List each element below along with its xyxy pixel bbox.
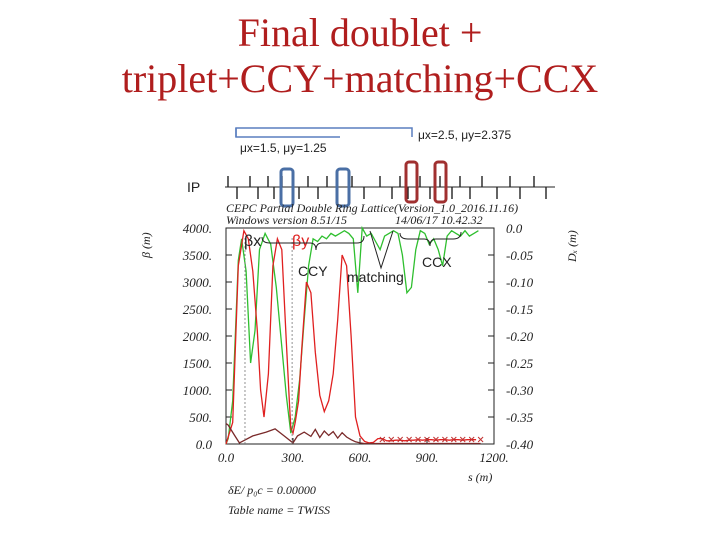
- y-left-tick-label: 1500.: [183, 356, 212, 371]
- dispersion-marker: [477, 436, 484, 443]
- dispersion-marker: [415, 436, 421, 443]
- y-right-tick-label: -0.15: [506, 302, 534, 317]
- y-axis-right-title: Dₓ (m): [565, 230, 579, 263]
- bracket-matching: [369, 230, 394, 270]
- x-tick-label: 900.: [416, 450, 439, 465]
- ip-label: IP: [187, 179, 200, 195]
- y-left-tick-label: 1000.: [183, 383, 212, 398]
- ccy-label: CCY: [298, 263, 328, 279]
- plot-footer-energy: δE/ p₀c = 0.00000: [228, 483, 316, 497]
- y-axis-left-title: β (m): [139, 232, 153, 259]
- title-line-1: Final doublet +: [237, 10, 483, 55]
- y-left-tick-label: 4000.: [183, 221, 212, 236]
- y-right-tick-label: -0.10: [506, 275, 534, 290]
- dispersion-marker: [397, 436, 404, 443]
- dispersion-marker: [424, 436, 430, 443]
- x-tick-label: 0.0: [218, 450, 235, 465]
- dispersion-marker: [442, 436, 448, 443]
- dispersion-marker: [388, 436, 395, 443]
- y-left-tick-label: 500.: [189, 410, 212, 425]
- bracket-ccy: [261, 235, 365, 251]
- y-right-tick-label: -0.05: [506, 248, 534, 263]
- plot-header-date: 14/06/17 10.42.32: [395, 213, 483, 227]
- y-right-tick-label: -0.30: [506, 383, 534, 398]
- x-tick-label: 1200.: [479, 450, 508, 465]
- highlight-magnet-blue: [279, 167, 295, 208]
- highlight-magnet-blue: [335, 167, 351, 208]
- legend-beta-y: βy: [292, 233, 309, 250]
- y-right-tick-label: -0.35: [506, 410, 534, 425]
- dispersion-marker: [459, 436, 466, 443]
- x-tick-label: 300.: [281, 450, 305, 465]
- ccx-label: CCX: [422, 254, 452, 270]
- mu-right-label: μx=2.5, μy=2.375: [418, 128, 512, 142]
- x-tick-label: 600.: [349, 450, 372, 465]
- bracket-left: [235, 128, 340, 138]
- bracket-right: [235, 127, 413, 137]
- title-line-2: triplet+CCY+matching+CCX: [121, 56, 599, 101]
- dispersion-marker: [450, 436, 457, 443]
- y-left-tick-label: 2000.: [183, 329, 212, 344]
- dispersion-marker: [433, 436, 439, 443]
- dispersion-line: [225, 422, 481, 445]
- beta-x-line: [225, 225, 479, 445]
- dispersion-marker: [406, 436, 412, 443]
- y-left-tick-label: 3500.: [182, 248, 212, 263]
- y-right-tick-label: -0.40: [506, 437, 534, 452]
- y-right-tick-label: -0.25: [506, 356, 534, 371]
- x-axis-title: s (m): [468, 470, 492, 484]
- matching-label: matching: [347, 269, 404, 285]
- plot-series: [225, 225, 484, 445]
- y-left-tick-label: 0.0: [196, 437, 213, 452]
- y-left-tick-label: 3000.: [182, 275, 212, 290]
- plot-footer-table: Table name = TWISS: [228, 503, 330, 517]
- dispersion-marker: [468, 436, 475, 443]
- beta-y-line: [225, 228, 477, 445]
- y-left-tick-label: 2500.: [183, 302, 212, 317]
- mu-left-label: μx=1.5, μy=1.25: [240, 141, 327, 155]
- dispersion-marker: [379, 436, 386, 443]
- y-right-tick-label: -0.20: [506, 329, 534, 344]
- plot-header-line2: Windows version 8.51/15: [226, 213, 347, 227]
- bracket-ccx: [399, 231, 462, 247]
- legend-beta-x: βx: [244, 233, 261, 250]
- highlight-magnet-red: [404, 160, 419, 204]
- phase-advance-brackets: [235, 127, 413, 138]
- y-right-tick-label: 0.0: [506, 221, 523, 236]
- axis-ticks: 0.0 300. 600. 900. 1200. 0.0 500. 1000. 1500. 200…: [182, 221, 534, 465]
- highlight-magnet-red: [433, 160, 448, 204]
- section-brackets: [261, 230, 462, 270]
- plot-header-line1: CEPC Partial Double Ring Lattice(Version…: [226, 201, 518, 215]
- slide-title: Final doublet + triplet+CCY+matching+CCX: [0, 10, 720, 102]
- lattice-layout: [225, 160, 555, 208]
